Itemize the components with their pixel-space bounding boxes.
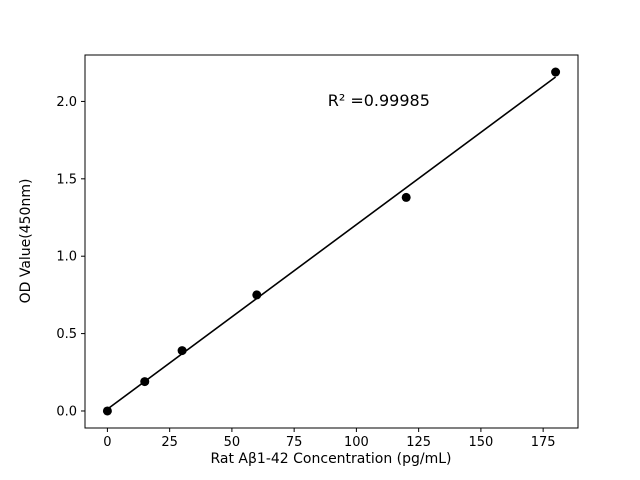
x-tick-label: 150: [468, 435, 493, 450]
x-tick-label: 50: [224, 435, 241, 450]
x-tick-label: 100: [344, 435, 369, 450]
r-squared-annotation: R² =0.99985: [328, 91, 430, 110]
x-ticks: 0 25 50 75 100 125 150 175: [103, 428, 556, 450]
regression-line: [106, 76, 557, 410]
data-point: [551, 67, 561, 77]
y-tick-label: 0.0: [56, 404, 77, 419]
fit-line: [106, 76, 557, 410]
data-point: [140, 377, 150, 387]
data-point: [401, 192, 411, 202]
axes-box: [84, 54, 579, 429]
y-tick-label: 1.5: [56, 172, 77, 187]
x-tick-label: 175: [531, 435, 556, 450]
y-axis-label: OD Value(450nm): [18, 179, 34, 304]
data-points: [102, 67, 561, 416]
plot-area: 0 25 50 75 100 125 150 175 0.0 0.5 1.0 1.5 2.0 R² =…: [18, 54, 579, 467]
y-tick-label: 2.0: [56, 95, 77, 110]
y-tick-label: 1.0: [56, 250, 77, 265]
x-axis-label: Rat Aβ1-42 Concentration (pg/mL): [210, 451, 451, 467]
x-tick-label: 125: [406, 435, 431, 450]
y-ticks: 0.0 0.5 1.0 1.5 2.0: [56, 95, 85, 419]
x-tick-label: 25: [161, 435, 178, 450]
y-tick-label: 0.5: [56, 327, 77, 342]
data-point: [252, 290, 262, 300]
data-point: [102, 406, 112, 416]
x-tick-label: 0: [103, 435, 111, 450]
x-tick-label: 75: [286, 435, 303, 450]
data-point: [177, 346, 187, 356]
